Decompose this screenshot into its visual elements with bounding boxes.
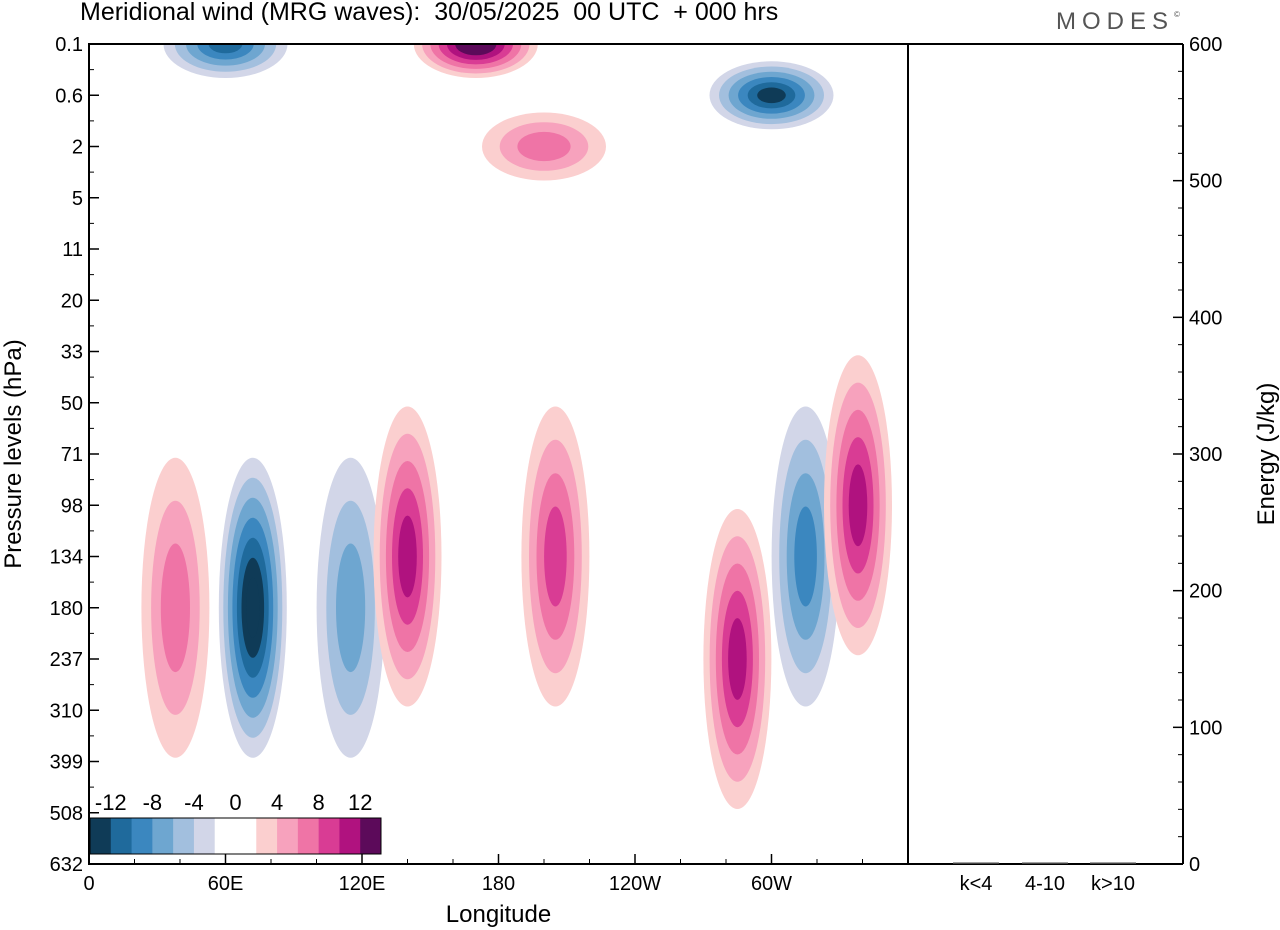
colorbar-swatch — [318, 818, 340, 854]
x-tick-label: 180 — [482, 873, 515, 895]
energy-tick-label: 0 — [1189, 854, 1200, 876]
y-tick-label: 2 — [72, 137, 83, 159]
y-tick-label: 98 — [61, 495, 83, 517]
colorbar-swatch — [235, 818, 257, 854]
energy-tick-label: 500 — [1189, 171, 1222, 193]
energy-bar — [1022, 862, 1068, 864]
x-tick-label: 60W — [751, 873, 792, 895]
feature-2-contour-5 — [398, 515, 417, 598]
colorbar-swatch — [90, 818, 112, 854]
colorbar-swatch — [110, 818, 133, 854]
y-tick-label: 11 — [62, 239, 83, 261]
colorbar-swatch — [297, 818, 320, 854]
feature-8-contour-7 — [463, 44, 489, 51]
feature-7-contour-5 — [848, 464, 868, 547]
x-tick-label: 120E — [339, 873, 386, 895]
feature-6-contour-4 — [794, 506, 817, 607]
energy-tick-label: 300 — [1189, 444, 1222, 466]
feature-9-contour-6 — [757, 87, 786, 104]
colorbar-swatch — [360, 818, 382, 854]
feature-1-contour-3 — [336, 543, 366, 673]
x-tick-label: 0 — [83, 873, 94, 895]
feature-10-contour-5 — [208, 44, 243, 54]
chart-title: Meridional wind (MRG waves): 30/05/2025 … — [80, 0, 779, 26]
y-tick-label: 50 — [61, 393, 83, 415]
energy-bar — [1090, 862, 1136, 864]
y-tick-label: 0.1 — [55, 34, 83, 56]
colorbar-swatch — [193, 818, 216, 854]
colorbar-frame — [89, 817, 382, 855]
colorbar-label: -4 — [184, 790, 204, 815]
contour-field — [141, 44, 892, 809]
energy-category-label: k<4 — [960, 873, 993, 895]
colorbar-swatch — [214, 818, 236, 854]
colorbar-label: 12 — [348, 790, 372, 815]
brand-logo: MODES© — [1056, 8, 1180, 35]
colorbar-label: -8 — [143, 790, 163, 815]
y-tick-label: 237 — [50, 649, 83, 671]
feature-0-contour-7 — [246, 577, 260, 638]
y-tick-label: 20 — [61, 290, 83, 312]
feature-4-contour-4 — [544, 506, 567, 607]
feature-5-contour-5 — [728, 618, 747, 700]
colorbar-legend: -12 -8 -4 0 4 8 12 — [89, 790, 382, 855]
feature-11-contour-3 — [517, 131, 571, 162]
y-tick-label: 632 — [50, 854, 83, 876]
x-axis-title: Longitude — [446, 901, 551, 928]
energy-tick-label: 200 — [1189, 581, 1222, 603]
y-tick-label: 180 — [50, 598, 83, 620]
y-axis-title: Pressure levels (hPa) — [0, 339, 27, 568]
axes: 0.1 0.6 2 5 11 20 33 50 71 98 134 180 237 310 399 508 63… — [0, 34, 909, 928]
energy-panel: 0 100 200 300 400 500 600 Energy (J/kg) k<4 4-10 k… — [908, 34, 1280, 895]
y-tick-label: 310 — [50, 700, 83, 722]
colorbar-label: 4 — [271, 790, 283, 815]
y-tick-label: 5 — [72, 188, 83, 210]
x-tick-label: 60E — [208, 873, 244, 895]
colorbar-swatch — [131, 818, 153, 854]
energy-tick-label: 400 — [1189, 307, 1222, 329]
colorbar-swatch — [152, 818, 174, 854]
y-tick-label: 33 — [61, 342, 83, 364]
colorbar-swatch — [256, 818, 278, 854]
colorbar-swatch — [339, 818, 361, 854]
y-tick-label: 508 — [50, 803, 83, 825]
y-tick-label: 134 — [50, 547, 83, 569]
energy-tick-label: 100 — [1189, 717, 1222, 739]
colorbar-label: 8 — [313, 790, 325, 815]
energy-category-label: 4-10 — [1025, 873, 1065, 895]
y-tick-label: 71 — [61, 444, 83, 466]
x-tick-label: 120W — [609, 873, 661, 895]
colorbar-label: -12 — [95, 790, 127, 815]
energy-category-label: k>10 — [1091, 873, 1135, 895]
energy-bar — [953, 862, 999, 864]
energy-tick-label: 600 — [1189, 34, 1222, 56]
y-tick-label: 399 — [50, 752, 83, 774]
colorbar-label: 0 — [229, 790, 241, 815]
feature-3-contour-3 — [160, 543, 190, 673]
colorbar-swatch — [277, 818, 299, 854]
energy-axis-title: Energy (J/kg) — [1253, 383, 1280, 526]
colorbar-swatch — [173, 818, 195, 854]
y-tick-label: 0.6 — [55, 85, 83, 107]
